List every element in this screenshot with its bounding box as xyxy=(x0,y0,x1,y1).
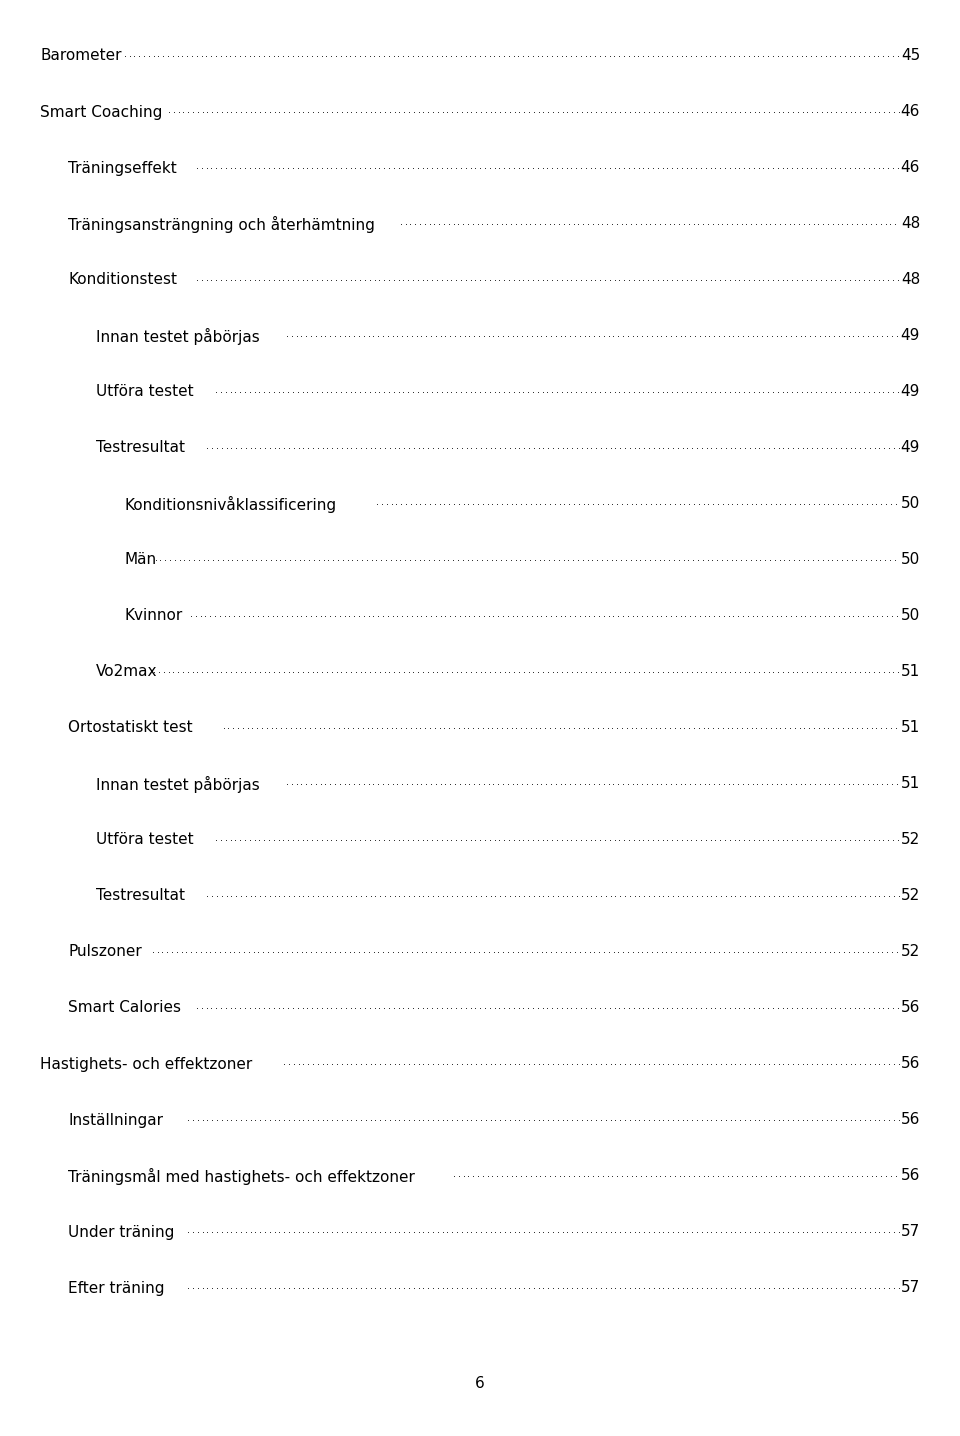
Text: Barometer: Barometer xyxy=(40,49,122,63)
Text: Efter träning: Efter träning xyxy=(68,1281,164,1295)
Text: 50: 50 xyxy=(900,497,920,511)
Text: Träningseffekt: Träningseffekt xyxy=(68,161,177,175)
Text: Pulszoner: Pulszoner xyxy=(68,945,142,959)
Text: Smart Coaching: Smart Coaching xyxy=(40,105,162,119)
Text: 52: 52 xyxy=(900,833,920,847)
Text: 45: 45 xyxy=(900,49,920,63)
Text: 46: 46 xyxy=(900,161,920,175)
Text: Män: Män xyxy=(124,553,156,567)
Text: 51: 51 xyxy=(900,665,920,679)
Text: 52: 52 xyxy=(900,889,920,903)
Text: Inställningar: Inställningar xyxy=(68,1113,163,1127)
Text: 56: 56 xyxy=(900,1169,920,1183)
Text: Konditionsnivåklassificering: Konditionsnivåklassificering xyxy=(124,495,336,513)
Text: 48: 48 xyxy=(900,217,920,231)
Text: Utföra testet: Utföra testet xyxy=(96,833,194,847)
Text: 49: 49 xyxy=(900,385,920,399)
Text: 57: 57 xyxy=(900,1281,920,1295)
Text: 51: 51 xyxy=(900,777,920,791)
Text: 52: 52 xyxy=(900,945,920,959)
Text: Kvinnor: Kvinnor xyxy=(124,609,182,623)
Text: Träningsansträngning och återhämtning: Träningsansträngning och återhämtning xyxy=(68,215,374,233)
Text: 56: 56 xyxy=(900,1113,920,1127)
Text: 48: 48 xyxy=(900,273,920,287)
Text: 46: 46 xyxy=(900,105,920,119)
Text: 57: 57 xyxy=(900,1225,920,1239)
Text: Hastighets- och effektzoner: Hastighets- och effektzoner xyxy=(40,1057,252,1071)
Text: 49: 49 xyxy=(900,329,920,343)
Text: Testresultat: Testresultat xyxy=(96,889,185,903)
Text: 51: 51 xyxy=(900,721,920,735)
Text: Konditionstest: Konditionstest xyxy=(68,273,177,287)
Text: 50: 50 xyxy=(900,609,920,623)
Text: Träningsmål med hastighets- och effektzoner: Träningsmål med hastighets- och effektzo… xyxy=(68,1167,415,1185)
Text: 49: 49 xyxy=(900,441,920,455)
Text: Testresultat: Testresultat xyxy=(96,441,185,455)
Text: Innan testet påbörjas: Innan testet påbörjas xyxy=(96,775,260,793)
Text: 6: 6 xyxy=(475,1377,485,1391)
Text: Innan testet påbörjas: Innan testet påbörjas xyxy=(96,327,260,345)
Text: Ortostatiskt test: Ortostatiskt test xyxy=(68,721,193,735)
Text: 56: 56 xyxy=(900,1057,920,1071)
Text: Smart Calories: Smart Calories xyxy=(68,1001,181,1015)
Text: 56: 56 xyxy=(900,1001,920,1015)
Text: Under träning: Under träning xyxy=(68,1225,175,1239)
Text: Vo2max: Vo2max xyxy=(96,665,157,679)
Text: Utföra testet: Utföra testet xyxy=(96,385,194,399)
Text: 50: 50 xyxy=(900,553,920,567)
